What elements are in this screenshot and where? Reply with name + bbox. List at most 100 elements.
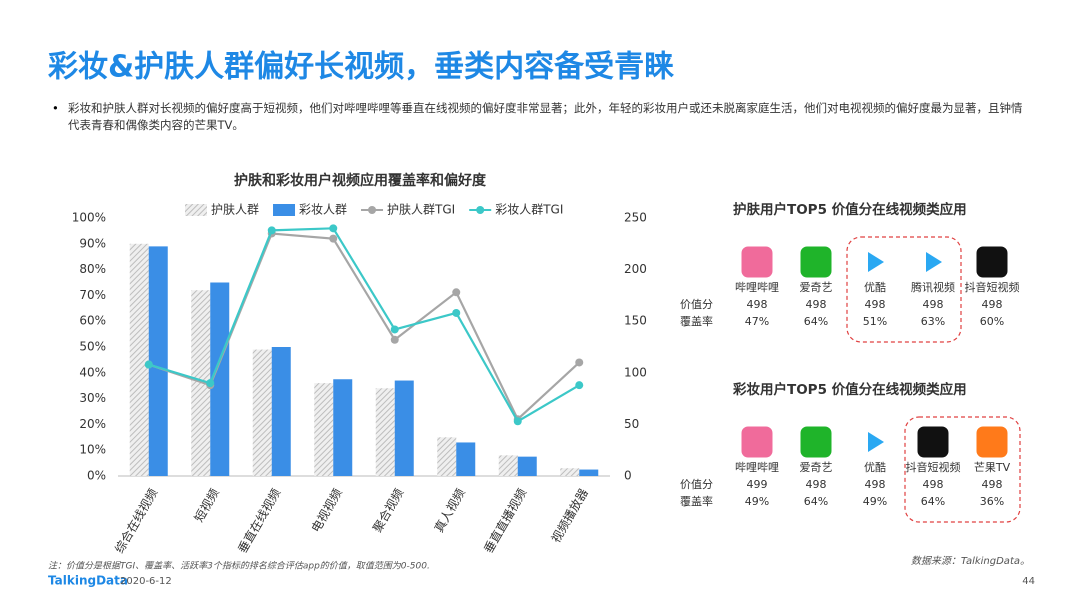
line-point <box>452 308 461 317</box>
app-icon <box>976 246 1008 278</box>
x-tick-label: 真人视频 <box>431 486 468 535</box>
cell: 63% <box>921 315 945 328</box>
app-icon <box>741 246 773 278</box>
x-tick-label: 垂直直播视频 <box>480 486 529 556</box>
line-point <box>144 360 153 369</box>
bar <box>498 455 518 476</box>
x-tick-label: 综合在线视频 <box>111 486 160 556</box>
y-tick-label: 80% <box>79 262 106 276</box>
y-tick-label: 50% <box>79 340 106 354</box>
slide-title: 彩妆&护肤人群偏好长视频，垂类内容备受青睐 <box>48 50 674 85</box>
cell: 498 <box>923 478 944 491</box>
bar <box>560 468 580 476</box>
y-tick-label: 0% <box>87 469 106 483</box>
cell: 51% <box>863 315 887 328</box>
line-point <box>575 381 584 390</box>
bar <box>271 347 291 476</box>
x-tick-label: 聚合视频 <box>369 486 406 535</box>
app-icon-glyph <box>868 252 884 272</box>
app-name: 爱奇艺 <box>800 281 833 294</box>
bar <box>579 469 599 476</box>
legend-swatch <box>273 204 296 216</box>
app-icon <box>800 246 832 278</box>
bar <box>333 379 353 476</box>
x-tick-label: 短视频 <box>191 486 222 525</box>
highlight-box <box>846 236 962 343</box>
y-tick-label: 90% <box>79 236 106 250</box>
app-name: 腾讯视频 <box>911 280 955 294</box>
cell: 498 <box>982 478 1003 491</box>
bar <box>456 442 476 476</box>
y-tick-label: 70% <box>79 288 106 302</box>
app-name: 优酷 <box>864 281 886 294</box>
cell: 498 <box>982 298 1003 311</box>
app-icon <box>741 426 773 458</box>
app-icon-glyph <box>868 432 884 452</box>
app-name: 抖音短视频 <box>906 460 961 474</box>
cell: 498 <box>806 478 827 491</box>
y-tick-label: 40% <box>79 365 106 379</box>
bar <box>437 437 457 476</box>
cell: 498 <box>806 298 827 311</box>
line-point <box>267 226 276 235</box>
highlight-box <box>904 416 1021 523</box>
y-tick-label: 60% <box>79 314 106 328</box>
cell: 498 <box>865 298 886 311</box>
bar <box>375 388 395 476</box>
x-tick-label: 电视视频 <box>308 486 345 535</box>
app-icon <box>976 426 1008 458</box>
app-name: 哔哩哔哩 <box>735 281 779 294</box>
legend-label: 护肤人群TGI <box>387 202 455 217</box>
app-icon-glyph <box>926 252 942 272</box>
cell: 64% <box>804 315 828 328</box>
app-name: 芒果TV <box>974 461 1011 474</box>
cell: 49% <box>745 495 769 508</box>
line-point <box>329 234 338 243</box>
cell: 64% <box>804 495 828 508</box>
footnote: 注：价值分是根据TGI、覆盖率、活跃率3个指标的排名综合评估app的价值，取值范… <box>48 561 430 572</box>
cell: 36% <box>980 495 1004 508</box>
cell: 64% <box>921 495 945 508</box>
cell: 47% <box>745 315 769 328</box>
y-tick-label: 10% <box>79 443 106 457</box>
y2-tick-label: 200 <box>624 262 647 276</box>
bar <box>517 456 537 476</box>
row-label: 价值分 <box>680 298 713 311</box>
app-name: 抖音短视频 <box>965 280 1020 294</box>
date: 2020-6-12 <box>120 576 172 587</box>
app-name: 哔哩哔哩 <box>735 461 779 474</box>
legend-dot <box>476 206 485 214</box>
cell: 60% <box>980 315 1004 328</box>
row-label: 覆盖率 <box>680 314 713 328</box>
bar <box>148 246 168 476</box>
table-title: 彩妆用户TOP5 价值分在线视频类应用 <box>732 381 967 398</box>
bar <box>210 282 230 476</box>
cell: 498 <box>865 478 886 491</box>
bar <box>394 380 414 476</box>
line-point <box>452 288 461 297</box>
line-point <box>329 224 338 233</box>
page-number: 44 <box>1022 576 1035 587</box>
legend-label: 彩妆人群 <box>299 203 347 217</box>
legend-label: 彩妆人群TGI <box>495 203 563 217</box>
y2-tick-label: 50 <box>624 417 639 431</box>
bar <box>129 243 149 476</box>
line <box>148 227 580 423</box>
y-tick-label: 30% <box>79 391 106 405</box>
app-name: 优酷 <box>864 461 886 474</box>
logo: TalkingData <box>48 574 128 588</box>
line-point <box>513 417 522 426</box>
line-point <box>206 379 215 388</box>
bar <box>314 383 334 476</box>
y-tick-label: 20% <box>79 417 106 431</box>
y2-tick-label: 250 <box>624 211 647 225</box>
cell: 498 <box>747 298 768 311</box>
row-label: 覆盖率 <box>680 494 713 508</box>
row-label: 价值分 <box>680 478 713 491</box>
line-point <box>575 358 584 367</box>
cell: 499 <box>747 478 768 491</box>
y2-tick-label: 150 <box>624 314 647 328</box>
table-title: 护肤用户TOP5 价值分在线视频类应用 <box>733 201 967 218</box>
